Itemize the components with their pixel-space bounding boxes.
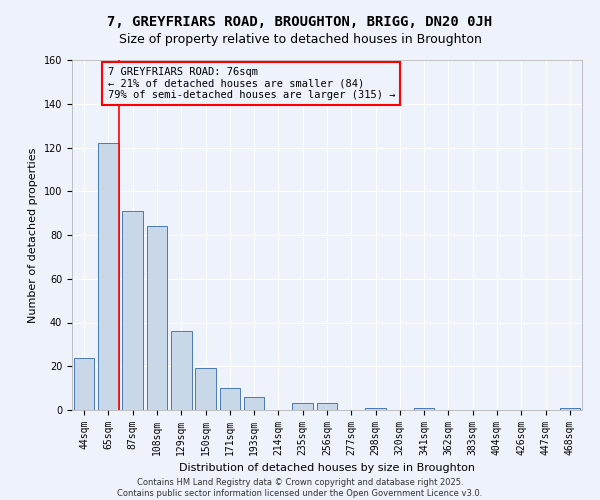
- Text: Contains HM Land Registry data © Crown copyright and database right 2025.
Contai: Contains HM Land Registry data © Crown c…: [118, 478, 482, 498]
- Text: 7, GREYFRIARS ROAD, BROUGHTON, BRIGG, DN20 0JH: 7, GREYFRIARS ROAD, BROUGHTON, BRIGG, DN…: [107, 15, 493, 29]
- Bar: [414, 408, 434, 410]
- Bar: [365, 408, 386, 410]
- Text: Size of property relative to detached houses in Broughton: Size of property relative to detached ho…: [119, 32, 481, 46]
- Bar: [244, 397, 265, 410]
- Bar: [220, 388, 240, 410]
- Bar: [195, 368, 216, 410]
- Bar: [560, 408, 580, 410]
- Bar: [122, 211, 143, 410]
- Bar: [171, 331, 191, 410]
- Bar: [146, 226, 167, 410]
- Text: 7 GREYFRIARS ROAD: 76sqm
← 21% of detached houses are smaller (84)
79% of semi-d: 7 GREYFRIARS ROAD: 76sqm ← 21% of detach…: [108, 67, 395, 100]
- Bar: [292, 404, 313, 410]
- Bar: [98, 143, 119, 410]
- Bar: [317, 404, 337, 410]
- X-axis label: Distribution of detached houses by size in Broughton: Distribution of detached houses by size …: [179, 464, 475, 473]
- Y-axis label: Number of detached properties: Number of detached properties: [28, 148, 38, 322]
- Bar: [74, 358, 94, 410]
